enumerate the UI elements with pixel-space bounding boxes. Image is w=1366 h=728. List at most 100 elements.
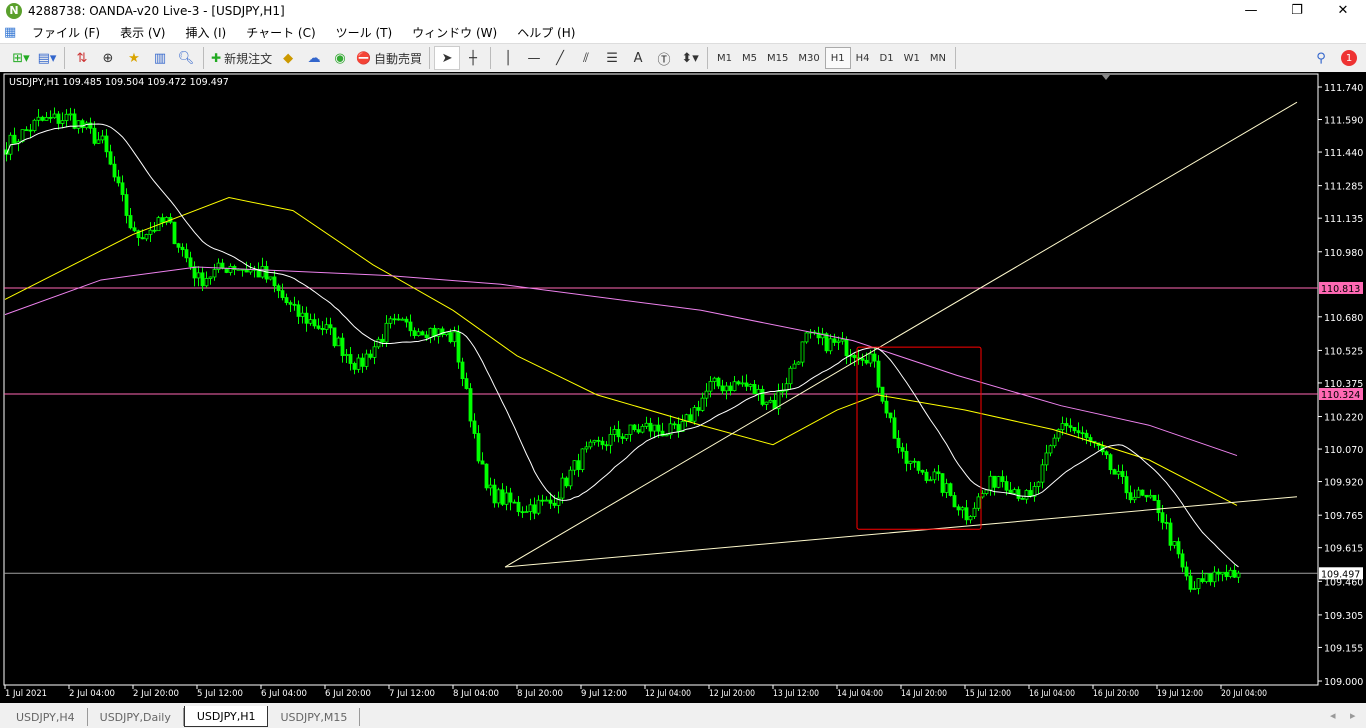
candle-body	[292, 303, 297, 306]
menu-help[interactable]: ヘルプ (H)	[517, 26, 576, 40]
tab-usdjpy-h4[interactable]: USDJPY,H4	[4, 708, 88, 726]
candle-body	[748, 384, 753, 387]
menu-file[interactable]: ファイル (F)	[32, 26, 101, 40]
candle-body	[852, 354, 857, 359]
tab-usdjpy-daily[interactable]: USDJPY,Daily	[88, 708, 184, 726]
market-icon[interactable]: ◉	[334, 50, 346, 66]
candle-body	[80, 120, 85, 129]
close-button[interactable]: ✕	[1337, 3, 1349, 18]
horizontal-line-label: 110.813	[1321, 284, 1360, 295]
candle-body	[736, 381, 741, 385]
profiles-button[interactable]: ▤▾	[37, 50, 57, 66]
time-tick-label: 5 Jul 12:00	[197, 689, 243, 699]
candle-body	[572, 460, 577, 471]
price-chart[interactable]: 111.740 111.590 111.440 111.285 111.135 110.9…	[0, 72, 1366, 703]
candle-body	[1084, 432, 1089, 438]
candle-body	[216, 262, 221, 270]
candle-body	[1212, 571, 1217, 583]
candle-body	[1048, 445, 1053, 454]
candle-body	[1156, 500, 1161, 514]
time-tick-label: 19 Jul 12:00	[1157, 689, 1203, 699]
trendline-tool[interactable]: ╱	[556, 50, 564, 66]
timeframe-d1[interactable]: D1	[879, 52, 894, 64]
minimize-button[interactable]: —	[1244, 3, 1258, 18]
candle-body	[904, 450, 909, 464]
horizontal-line-tool[interactable]: —	[527, 50, 541, 66]
maximize-button[interactable]: ❐	[1291, 3, 1303, 18]
favorites-folder-icon[interactable]: ★	[128, 50, 140, 66]
candle-body	[836, 340, 841, 343]
crosshair-navigator-icon[interactable]: ⊕	[102, 50, 114, 66]
chart-area[interactable]	[0, 72, 1366, 703]
price-tick-label: 110.220	[1324, 413, 1363, 424]
fibonacci-tool[interactable]: ☰	[606, 50, 618, 66]
moving-average-line	[4, 266, 1238, 457]
tab-scroll-left-icon[interactable]: ◂	[1330, 709, 1336, 722]
candle-body	[928, 479, 933, 482]
text-tool[interactable]: A	[633, 50, 643, 66]
metaeditor-icon[interactable]: ◆	[283, 50, 294, 66]
menu-insert[interactable]: 挿入 (I)	[185, 26, 227, 40]
crosshair-tool[interactable]: ┼	[469, 50, 477, 66]
candle-body	[1168, 522, 1173, 546]
candle-body	[232, 266, 237, 271]
timeframe-mn[interactable]: MN	[929, 52, 946, 64]
timeframe-w1[interactable]: W1	[903, 52, 920, 64]
candle-body	[996, 476, 1001, 488]
candle-body	[868, 353, 873, 364]
text-label-tool[interactable]: Ⓣ	[657, 52, 671, 68]
price-tick-label: 109.615	[1324, 544, 1363, 555]
candle-body	[104, 135, 109, 153]
auto-trading-button[interactable]: ⛔ 自動売買	[356, 51, 423, 66]
candle-body	[648, 422, 653, 432]
chart-window-icon[interactable]: ▦	[4, 25, 17, 40]
vertical-line-tool[interactable]: │	[504, 50, 512, 66]
menu-window[interactable]: ウィンドウ (W)	[412, 26, 498, 40]
equidistant-channel-tool[interactable]: ⫽	[583, 50, 589, 66]
candle-body	[384, 322, 389, 343]
candle-body	[756, 389, 761, 395]
timeframe-m5[interactable]: M5	[742, 52, 758, 64]
search-icon[interactable]: ⚲	[1316, 50, 1326, 66]
candle-body	[308, 319, 313, 324]
timeframe-h1[interactable]: H1	[824, 47, 851, 69]
tab-usdjpy-h1[interactable]: USDJPY,H1	[183, 706, 269, 727]
timeframe-m30[interactable]: M30	[798, 52, 820, 64]
candle-body	[636, 429, 641, 433]
time-tick-label: 6 Jul 20:00	[325, 689, 371, 699]
candle-body	[500, 489, 505, 505]
candle-body	[44, 117, 49, 121]
terminal-icon[interactable]: ▥	[153, 50, 167, 66]
timeframe-m15[interactable]: M15	[767, 52, 789, 64]
new-chart-button[interactable]: ⊞▾	[12, 50, 30, 66]
candle-body	[524, 511, 529, 513]
tab-usdjpy-m15[interactable]: USDJPY,M15	[268, 708, 361, 726]
time-tick-label: 7 Jul 12:00	[389, 689, 435, 699]
candle-body	[552, 502, 557, 506]
market-watch-icon[interactable]: ⇅	[76, 50, 88, 66]
signals-icon[interactable]: ☁	[307, 50, 321, 66]
horizontal-line-label: 110.324	[1321, 390, 1360, 401]
candle-body	[152, 229, 157, 232]
new-order-button[interactable]: ✚ 新規注文	[211, 51, 273, 66]
menu-view[interactable]: 表示 (V)	[120, 26, 166, 40]
candle-body	[976, 496, 981, 509]
price-tick-label: 110.070	[1324, 445, 1363, 456]
tab-scroll-right-icon[interactable]: ▸	[1350, 709, 1356, 722]
candle-body	[1228, 569, 1233, 577]
timeframe-m1[interactable]: M1	[717, 52, 733, 64]
candle-body	[348, 354, 353, 364]
candle-body	[844, 339, 849, 357]
candle-body	[312, 319, 317, 327]
candle-body	[108, 151, 113, 165]
menu-chart[interactable]: チャート (C)	[246, 26, 316, 40]
candle-body	[496, 489, 501, 504]
candle-body	[1072, 427, 1077, 432]
arrows-tool[interactable]: ⬍▾	[681, 50, 699, 66]
menu-tools[interactable]: ツール (T)	[335, 26, 393, 40]
strategy-tester-icon[interactable]: 🔍︎	[177, 50, 195, 66]
cursor-tool[interactable]: ➤	[434, 46, 461, 70]
candle-body	[700, 397, 705, 411]
timeframe-h4[interactable]: H4	[855, 52, 870, 64]
notifications-button[interactable]: 1	[1336, 46, 1362, 70]
